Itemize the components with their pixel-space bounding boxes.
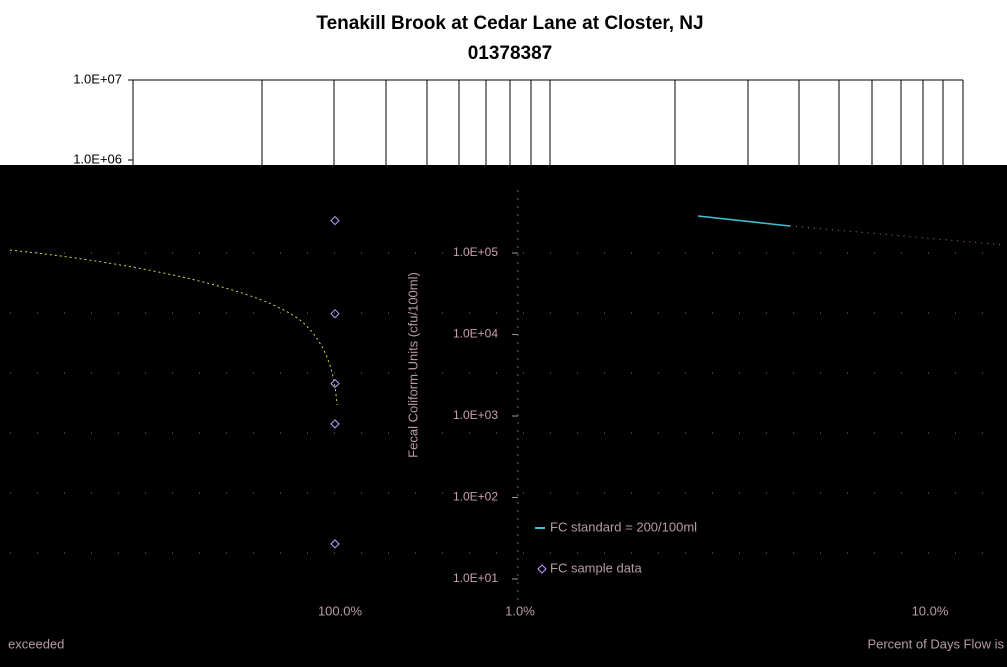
y-tick-label: 1.0E+06 bbox=[73, 151, 122, 166]
flow-curve bbox=[9, 249, 338, 406]
chart-subtitle: 01378387 bbox=[468, 43, 553, 64]
chart-title: Tenakill Brook at Cedar Lane at Closter,… bbox=[316, 13, 703, 34]
y-axis-label: Fecal Coliform Units (cfu/100ml) bbox=[405, 272, 420, 458]
y-tick-label: 1.0E+02 bbox=[453, 490, 498, 504]
x-axis-label: exceeded bbox=[8, 636, 64, 651]
y-tick-label: 1.0E+03 bbox=[453, 408, 498, 422]
x-tick-label: 10.0% bbox=[912, 603, 949, 618]
sample-point bbox=[330, 308, 340, 319]
legend-swatch bbox=[537, 564, 547, 574]
y-tick-label: 1.0E+05 bbox=[453, 245, 498, 259]
x-tick-label: 100.0% bbox=[318, 603, 363, 618]
sample-point bbox=[330, 419, 340, 429]
x-tick-label: 1.0% bbox=[505, 603, 535, 618]
x-axis-label: Percent of Days Flow is bbox=[867, 636, 1004, 651]
sample-point bbox=[330, 215, 340, 226]
y-tick-label: 1.0E+01 bbox=[453, 571, 498, 585]
sample-point bbox=[330, 539, 340, 549]
y-tick-label: 1.0E+04 bbox=[453, 327, 498, 341]
glitch-plot: 1.0E+05 1.0E+04 1.0E+03 1.0E+02 1.0E+01 Fecal… bbox=[8, 190, 1006, 651]
legend-label: FC standard = 200/100ml bbox=[550, 519, 697, 534]
top-plot: 1.0E+07 1.0E+06 bbox=[73, 71, 964, 166]
standard-line bbox=[697, 215, 791, 227]
legend-label: FC sample data bbox=[550, 560, 643, 575]
y-tick-label: 1.0E+07 bbox=[73, 71, 122, 86]
glitch-area bbox=[0, 165, 1007, 667]
sample-point bbox=[330, 378, 340, 389]
